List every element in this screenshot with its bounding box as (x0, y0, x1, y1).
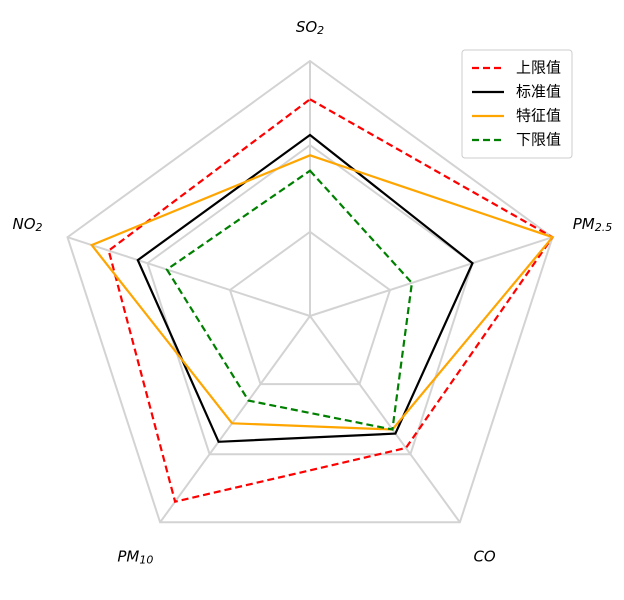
axis-label-base: NO (12, 215, 35, 233)
series-line-2 (136, 133, 474, 443)
axis-label-sub: 2 (36, 221, 43, 234)
axis-label-4: PM10 (117, 547, 153, 567)
axis-label-base: PM (117, 547, 139, 565)
axis-label-base: PM (573, 215, 595, 233)
legend-box (461, 49, 573, 159)
grid-ring-2 (146, 143, 474, 456)
series-line-1 (107, 97, 555, 504)
grid-spoke-5 (67, 236, 311, 317)
grid-spoke-3 (309, 315, 461, 523)
radar-grid (66, 59, 554, 524)
axis-label-sub: 10 (139, 553, 153, 566)
grid-spoke-2 (309, 236, 553, 317)
legend-label-2: 标准值 (516, 83, 561, 101)
axis-label-sub: 2.5 (595, 221, 613, 234)
axis-label-2: PM2.5 (573, 215, 613, 235)
legend-label-3: 特征值 (516, 107, 561, 125)
axis-label-1: SO2 (296, 18, 324, 38)
grid-spoke-4 (159, 315, 311, 523)
legend-label-4: 下限值 (516, 131, 561, 149)
grid-ring-3 (66, 59, 554, 524)
series-line-3 (89, 154, 555, 431)
series-line-4 (165, 169, 414, 431)
axis-label-3: CO (473, 547, 495, 565)
axis-label-5: NO2 (12, 215, 42, 235)
grid-ring-1 (228, 230, 392, 386)
radar-series (89, 97, 555, 504)
axis-label-sub: 2 (317, 24, 324, 37)
legend-label-1: 上限值 (516, 59, 561, 77)
axis-label-base: SO (296, 18, 318, 36)
axis-label-base: CO (473, 547, 495, 565)
